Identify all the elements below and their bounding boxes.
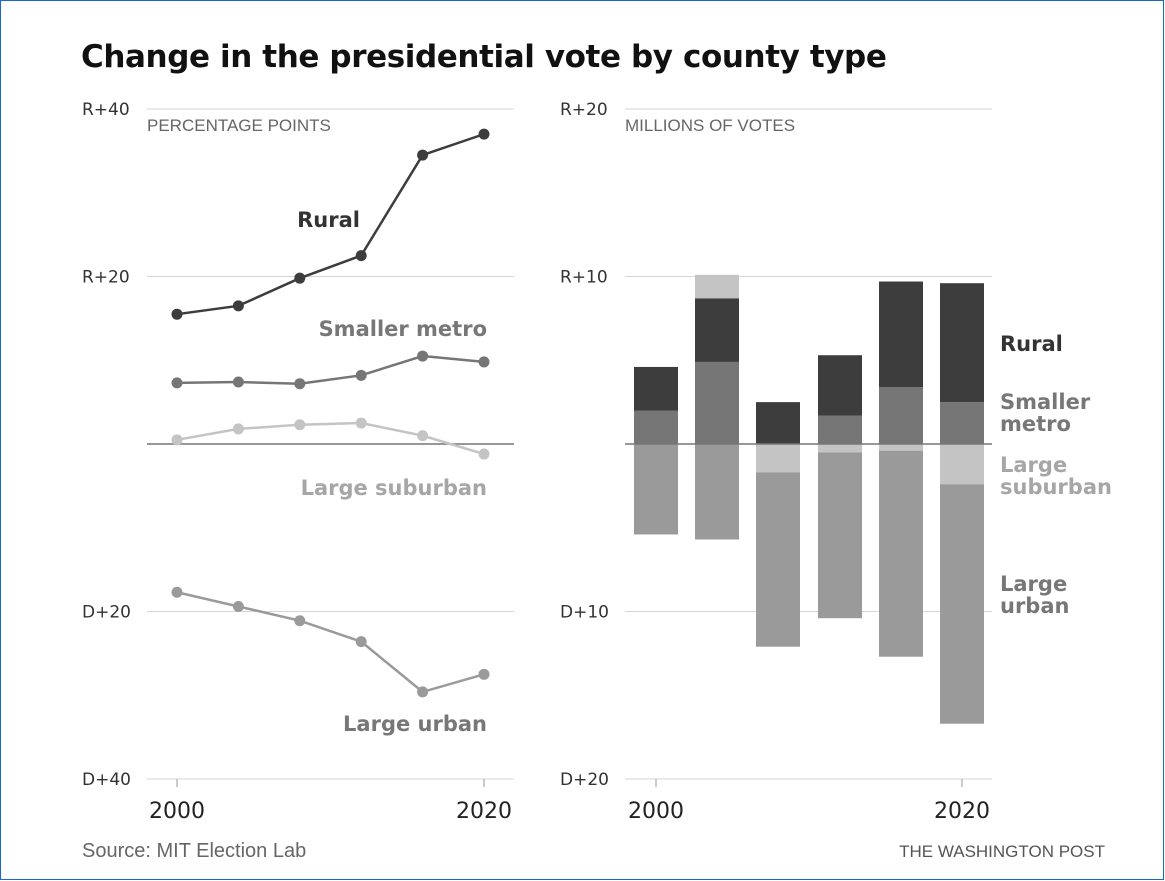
- bar-segment-large-urban: [818, 452, 862, 619]
- series-label-large-urban: Large urban: [343, 712, 487, 736]
- series-label-large-suburban: Large suburban: [301, 476, 487, 500]
- y-tick-label: D+20: [560, 770, 609, 790]
- bar-segment-large-suburban: [695, 274, 739, 299]
- data-point-rural: [478, 128, 490, 140]
- publisher-credit: THE WASHINGTON POST: [899, 842, 1105, 861]
- data-point-smaller-metro: [478, 356, 490, 368]
- data-point-rural: [171, 308, 183, 320]
- unit-label: PERCENTAGE POINTS: [147, 116, 331, 135]
- bar-segment-large-urban: [940, 484, 984, 724]
- data-point-smaller-metro: [232, 376, 244, 388]
- bar-segment-smaller-metro: [818, 415, 862, 444]
- series-label-large-suburban: suburban: [1000, 475, 1112, 499]
- unit-label: MILLIONS OF VOTES: [625, 116, 795, 135]
- series-line-large-urban: [176, 591, 485, 694]
- y-tick-label: D+20: [82, 603, 131, 623]
- data-point-smaller-metro: [355, 369, 367, 381]
- series-label-large-suburban: Large: [1000, 453, 1067, 477]
- y-tick-label: R+20: [560, 100, 608, 120]
- series-label-rural: Rural: [297, 208, 360, 232]
- series-label-large-urban: Large: [1000, 572, 1067, 596]
- series-label-smaller-metro: Smaller: [1000, 390, 1091, 414]
- series-label-smaller-metro: Smaller metro: [319, 317, 487, 341]
- data-point-large-suburban: [232, 423, 244, 435]
- series-line-smaller-metro: [176, 354, 485, 385]
- y-tick-label: R+40: [82, 100, 130, 120]
- y-tick-label: D+40: [82, 770, 131, 790]
- y-tick-label: R+10: [560, 268, 608, 288]
- data-point-smaller-metro: [294, 378, 306, 390]
- data-point-rural: [355, 250, 367, 262]
- bar-segment-large-urban: [695, 444, 739, 540]
- y-tick-label: R+20: [82, 268, 130, 288]
- bar-segment-rural: [879, 281, 923, 388]
- data-point-large-suburban: [355, 417, 367, 429]
- y-tick-label: D+10: [560, 603, 609, 623]
- bar-segment-rural: [818, 355, 862, 416]
- data-point-smaller-metro: [171, 377, 183, 389]
- bar-segment-large-suburban: [879, 444, 923, 451]
- bar-segment-smaller-metro: [940, 402, 984, 444]
- bar-segment-rural: [940, 283, 984, 403]
- series-label-smaller-metro: metro: [1000, 412, 1071, 436]
- x-tick-label: 2000: [149, 799, 205, 824]
- data-point-large-suburban: [478, 448, 490, 460]
- bar-segment-large-urban: [879, 450, 923, 657]
- bar-segment-large-urban: [756, 472, 800, 647]
- data-point-large-urban: [355, 636, 367, 648]
- data-point-large-urban: [232, 600, 244, 612]
- series-line-rural: [176, 132, 485, 316]
- series-label-large-urban: urban: [1000, 594, 1069, 618]
- bar-segment-large-urban: [634, 444, 678, 535]
- series-line-large-suburban: [176, 421, 485, 456]
- data-point-large-suburban: [171, 434, 183, 446]
- bar-segment-large-suburban: [818, 444, 862, 453]
- data-point-large-suburban: [294, 419, 306, 431]
- source-note: Source: MIT Election Lab: [82, 840, 307, 862]
- chart-title: Change in the presidential vote by count…: [81, 39, 887, 75]
- bar-segment-large-suburban: [940, 444, 984, 485]
- x-tick-label: 2020: [934, 799, 990, 824]
- bar-segment-rural: [756, 402, 800, 444]
- bar-segment-smaller-metro: [695, 361, 739, 444]
- bar-segment-rural: [695, 298, 739, 362]
- data-point-rural: [417, 149, 429, 161]
- data-point-smaller-metro: [417, 350, 429, 362]
- bar-segment-smaller-metro: [879, 387, 923, 444]
- bar-segment-large-suburban: [756, 444, 800, 473]
- bar-segment-smaller-metro: [634, 410, 678, 444]
- data-point-large-urban: [478, 668, 490, 680]
- x-tick-label: 2000: [628, 799, 684, 824]
- data-point-large-urban: [417, 686, 429, 698]
- bar-segment-rural: [634, 366, 678, 411]
- data-point-large-urban: [294, 615, 306, 627]
- data-point-large-urban: [171, 586, 183, 598]
- data-point-rural: [294, 272, 306, 284]
- data-point-rural: [232, 300, 244, 312]
- data-point-large-suburban: [417, 430, 429, 442]
- series-label-rural: Rural: [1000, 332, 1063, 356]
- x-tick-label: 2020: [456, 799, 512, 824]
